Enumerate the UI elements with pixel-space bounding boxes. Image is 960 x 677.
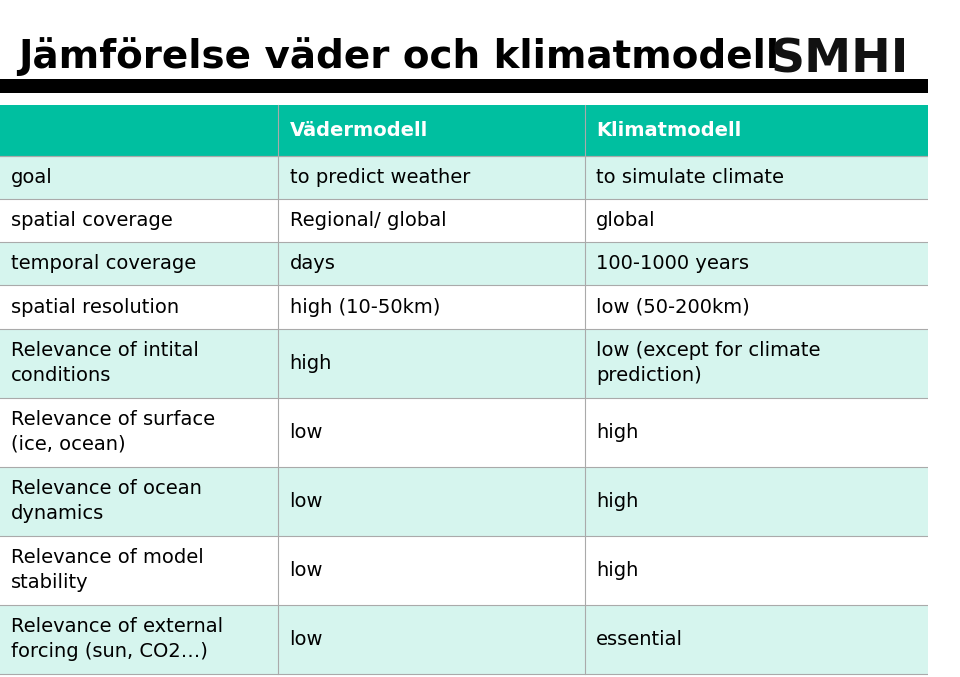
Bar xyxy=(0,79,928,93)
Text: SMHI: SMHI xyxy=(771,37,909,82)
Text: to simulate climate: to simulate climate xyxy=(596,168,783,187)
Bar xyxy=(0,328,928,397)
Bar xyxy=(0,156,928,199)
Text: low: low xyxy=(290,422,323,441)
Text: Klimatmodell: Klimatmodell xyxy=(596,121,741,140)
Text: to predict weather: to predict weather xyxy=(290,168,469,187)
Text: Jämförelse väder och klimatmodell: Jämförelse väder och klimatmodell xyxy=(18,37,780,76)
Text: spatial resolution: spatial resolution xyxy=(12,298,180,317)
Text: high: high xyxy=(596,561,638,580)
Bar xyxy=(0,536,928,605)
Text: Relevance of surface
(ice, ocean): Relevance of surface (ice, ocean) xyxy=(12,410,215,454)
Bar xyxy=(0,105,928,156)
Text: Relevance of intital
conditions: Relevance of intital conditions xyxy=(12,341,199,385)
Text: high: high xyxy=(596,492,638,510)
Text: low: low xyxy=(290,492,323,510)
Bar xyxy=(0,397,928,466)
Text: global: global xyxy=(596,211,656,230)
Bar xyxy=(0,286,928,328)
Bar xyxy=(0,466,928,536)
Text: goal: goal xyxy=(12,168,53,187)
Text: high: high xyxy=(290,353,332,372)
Text: high (10-50km): high (10-50km) xyxy=(290,298,440,317)
Bar xyxy=(0,242,928,286)
Bar xyxy=(0,199,928,242)
Text: days: days xyxy=(290,255,335,274)
Text: essential: essential xyxy=(596,630,683,649)
Text: Relevance of external
forcing (sun, CO2…): Relevance of external forcing (sun, CO2…… xyxy=(12,617,224,661)
Text: low: low xyxy=(290,561,323,580)
Text: temporal coverage: temporal coverage xyxy=(12,255,197,274)
Text: Relevance of ocean
dynamics: Relevance of ocean dynamics xyxy=(12,479,202,523)
Text: Vädermodell: Vädermodell xyxy=(290,121,428,140)
Text: Relevance of model
stability: Relevance of model stability xyxy=(12,548,204,592)
Text: low: low xyxy=(290,630,323,649)
Text: 100-1000 years: 100-1000 years xyxy=(596,255,749,274)
Bar xyxy=(0,605,928,674)
Text: high: high xyxy=(596,422,638,441)
Text: spatial coverage: spatial coverage xyxy=(12,211,173,230)
Text: low (except for climate
prediction): low (except for climate prediction) xyxy=(596,341,820,385)
Text: low (50-200km): low (50-200km) xyxy=(596,298,750,317)
Text: Regional/ global: Regional/ global xyxy=(290,211,446,230)
